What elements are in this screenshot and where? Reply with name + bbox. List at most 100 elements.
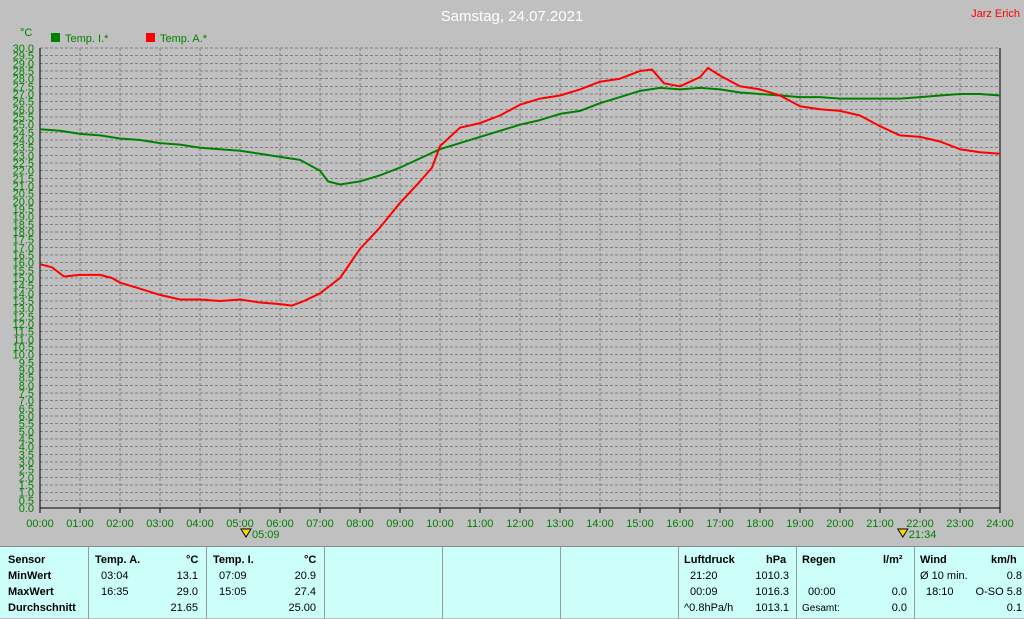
temp-i-average: 25.00	[288, 602, 316, 614]
y-tick-label: 10.0	[13, 350, 34, 362]
x-tick-label: 05:00	[226, 518, 254, 530]
regen-total-value: 0.0	[891, 602, 907, 614]
panel-divider	[324, 547, 325, 619]
y-tick-label: 15.5	[13, 265, 34, 277]
series-line-outside-temp	[39, 66, 1001, 307]
y-tick-label: 5.0	[19, 426, 34, 438]
sensor-header: Sensor	[8, 554, 46, 566]
x-tick-label: 15:00	[626, 518, 654, 530]
statistics-panel: Sensor MinWert MaxWert Durchschnitt Temp…	[0, 546, 1024, 619]
y-tick-label: 18.5	[13, 219, 34, 231]
temp-a-min-time: 03:04	[101, 570, 129, 582]
temp-i-min-time: 07:09	[219, 570, 247, 582]
y-tick-label: 25.5	[13, 112, 34, 124]
x-tick-label: 04:00	[186, 518, 214, 530]
y-tick-label: 13.5	[13, 296, 34, 308]
x-tick-label: 16:00	[666, 518, 694, 530]
y-tick-label: 20.5	[13, 189, 34, 201]
x-tick-label: 11:00	[467, 518, 494, 530]
temp-a-max-time: 16:35	[101, 586, 129, 598]
y-tick-label: 10.5	[13, 342, 34, 354]
temp-i-min-value: 20.9	[294, 570, 316, 582]
wind-average-value: 0.8	[1006, 570, 1022, 582]
y-tick-label: 26.0	[13, 104, 34, 116]
x-tick-label: 09:00	[386, 518, 414, 530]
x-tick-label: 07:00	[306, 518, 334, 530]
chart-title: Samstag, 24.07.2021	[441, 8, 584, 25]
y-tick-label: 27.5	[13, 81, 34, 93]
x-tick-label: 17:00	[706, 518, 734, 530]
temp-i-header: Temp. I.	[213, 554, 254, 566]
x-tick-label: 21:00	[866, 518, 894, 530]
y-tick-label: 22.0	[13, 166, 34, 178]
x-tick-label: 02:00	[106, 518, 134, 530]
regen-header: Regen	[802, 554, 836, 566]
x-tick-label: 06:00	[266, 518, 294, 530]
y-tick-label: 1.5	[19, 480, 34, 492]
y-tick-label: 0.0	[19, 503, 34, 515]
temp-a-min-value: 13.1	[176, 570, 198, 582]
x-tick-label: 14:00	[586, 518, 614, 530]
y-tick-label: 27.0	[13, 89, 34, 101]
wind-max-time: 18:10	[926, 586, 954, 598]
luftdruck-header: Luftdruck	[684, 554, 735, 566]
y-tick-label: 12.5	[13, 311, 34, 323]
series-line-inside-temp	[39, 86, 1001, 186]
y-tick-label: 11.0	[13, 334, 34, 346]
x-tick-label: 00:00	[26, 518, 54, 530]
sunset-icon	[896, 528, 909, 538]
luftdruck-max-time: 00:09	[690, 586, 718, 598]
wind-last-value: 0.1	[1006, 602, 1022, 614]
y-tick-label: 23.0	[13, 150, 34, 162]
sun-markers: 05:09 21:34	[240, 528, 936, 541]
wind-max-value: O-SO 5.8	[975, 586, 1022, 598]
panel-divider	[88, 547, 89, 619]
panel-divider	[914, 547, 915, 619]
grid-layer	[39, 47, 1001, 509]
y-tick-label: 16.0	[13, 258, 34, 270]
y-tick-label: 2.5	[19, 465, 34, 477]
wind-average-label: Ø 10 min.	[920, 570, 968, 582]
y-axis-ticks: 0.00.51.01.52.02.53.03.54.04.55.05.56.06…	[13, 43, 34, 515]
sunrise-icon	[240, 528, 252, 538]
y-tick-label: 1.0	[19, 488, 34, 500]
luftdruck-min-value: 1010.3	[755, 570, 789, 582]
regen-unit: l/m²	[883, 554, 903, 566]
temp-a-max-value: 29.0	[176, 586, 198, 598]
panel-divider	[560, 547, 561, 619]
wind-header: Wind	[920, 554, 947, 566]
y-tick-label: 3.0	[19, 457, 34, 469]
luftdruck-max-value: 1016.3	[755, 586, 789, 598]
y-tick-label: 6.0	[19, 411, 34, 423]
wind-unit: km/h	[991, 554, 1017, 566]
x-tick-label: 20:00	[826, 518, 854, 530]
legend-label-inside: Temp. I.*	[65, 33, 109, 45]
legend-swatch-outside	[146, 33, 155, 42]
y-tick-label: 5.5	[19, 419, 34, 431]
x-tick-label: 03:00	[146, 518, 174, 530]
y-tick-label: 6.5	[19, 403, 34, 415]
y-tick-label: 8.0	[19, 380, 34, 392]
y-tick-label: 17.0	[13, 242, 34, 254]
regen-value: 0.0	[891, 586, 907, 598]
y-tick-label: 16.5	[13, 250, 34, 262]
temp-i-max-time: 15:05	[219, 586, 247, 598]
y-tick-label: 0.5	[19, 495, 34, 507]
minwert-label: MinWert	[8, 570, 52, 582]
maxwert-label: MaxWert	[8, 586, 54, 598]
y-tick-label: 15.0	[13, 273, 34, 285]
y-tick-label: 2.0	[19, 472, 34, 484]
panel-divider	[796, 547, 797, 619]
legend-swatch-inside	[51, 33, 60, 42]
temp-a-average: 21.65	[170, 602, 198, 614]
durchschnitt-label: Durchschnitt	[8, 602, 76, 614]
y-tick-label: 9.5	[19, 357, 34, 369]
x-tick-label: 24:00	[986, 518, 1014, 530]
x-tick-label: 23:00	[946, 518, 974, 530]
y-tick-label: 7.5	[19, 388, 34, 400]
y-tick-label: 17.5	[13, 235, 34, 247]
luftdruck-unit: hPa	[766, 554, 787, 566]
x-tick-label: 01:00	[66, 518, 94, 530]
y-tick-label: 21.0	[13, 181, 34, 193]
